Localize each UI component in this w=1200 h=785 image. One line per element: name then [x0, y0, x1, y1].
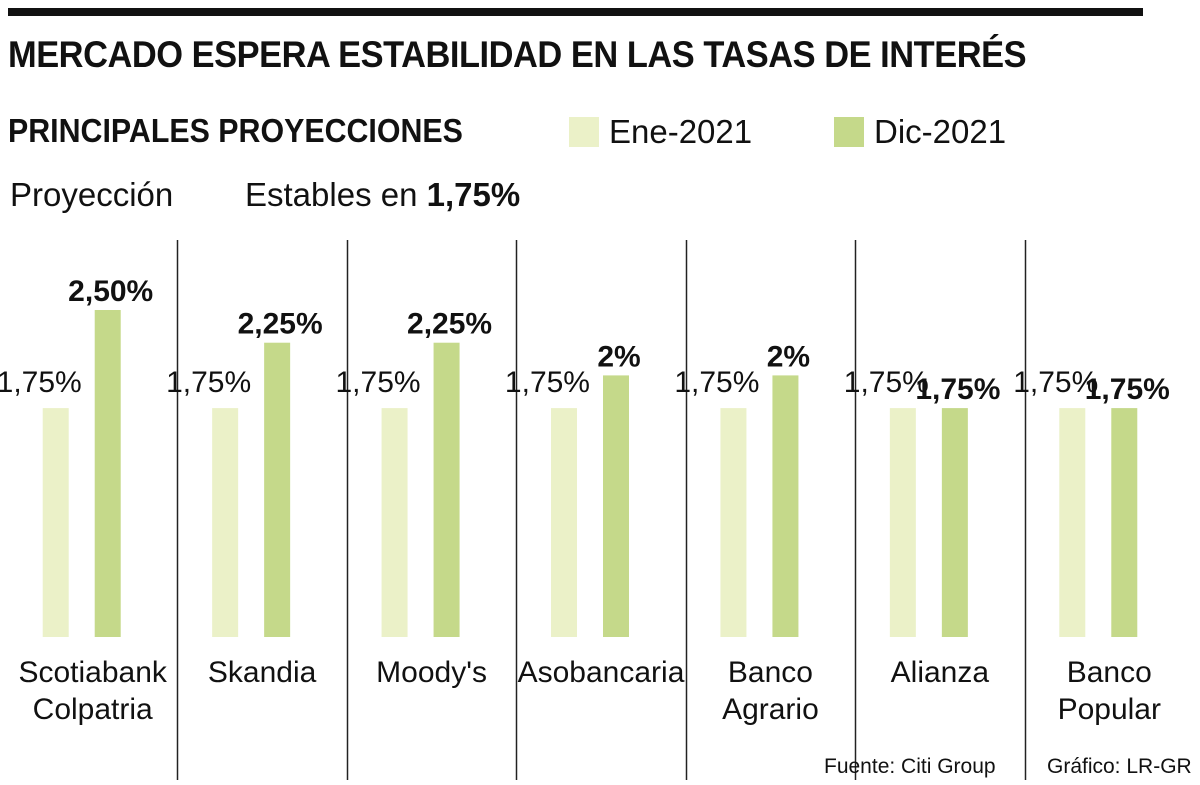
- data-label-ene: 1,75%: [674, 366, 759, 399]
- footer-credit: Gráfico: LR-GR: [1047, 755, 1192, 778]
- data-label-dic: 1,75%: [915, 373, 1000, 406]
- bar-ene: [1059, 408, 1086, 637]
- category-label: Scotiabank: [18, 656, 167, 689]
- data-label-ene: 1,75%: [844, 366, 929, 399]
- bar-dic: [1111, 408, 1138, 637]
- bar-dic: [603, 375, 629, 637]
- legend-swatch-ene-2021: [569, 117, 599, 147]
- data-label-ene: 1,75%: [505, 366, 590, 399]
- bar-ene: [720, 408, 747, 637]
- data-label-dic: 2%: [767, 340, 810, 373]
- category-label: Skandia: [208, 656, 317, 689]
- data-label-dic: 2,25%: [238, 308, 323, 341]
- data-label-ene: 1,75%: [335, 366, 420, 399]
- legend-item-ene-2021: Ene-2021: [569, 113, 752, 151]
- legend-item-dic-2021: Dic-2021: [834, 113, 1006, 151]
- legend-label-ene-2021: Ene-2021: [609, 113, 753, 150]
- bar-ene: [551, 408, 577, 637]
- legend-swatch-dic-2021: [834, 117, 864, 147]
- bar-ene: [42, 408, 69, 637]
- top-rule: [8, 8, 1143, 16]
- bar-dic: [94, 310, 121, 637]
- data-label-dic: 2,50%: [68, 275, 153, 308]
- footer-source: Fuente: Citi Group: [824, 755, 996, 778]
- bar-dic: [772, 375, 799, 637]
- category-label: Moody's: [376, 656, 487, 689]
- category-label: Popular: [1058, 693, 1161, 726]
- projection-value: 1,75%: [426, 176, 521, 213]
- bar-dic: [941, 408, 968, 637]
- projection-description: Estables en: [245, 176, 418, 213]
- category-label: Agrario: [722, 693, 819, 726]
- bar-ene: [889, 408, 916, 637]
- projection-text: Estables en 1,75%: [245, 176, 520, 214]
- data-label-dic: 2%: [597, 340, 640, 373]
- bar-ene: [212, 408, 239, 637]
- bar-ene: [381, 408, 408, 637]
- category-label: Alianza: [891, 656, 990, 689]
- legend-label-dic-2021: Dic-2021: [874, 113, 1007, 150]
- data-label-ene: 1,75%: [1013, 366, 1098, 399]
- data-label-dic: 2,25%: [407, 308, 492, 341]
- data-label-ene: 1,75%: [0, 366, 82, 399]
- projection-label: Proyección: [10, 176, 174, 213]
- category-label: Banco: [728, 656, 813, 689]
- chart-title: MERCADO ESPERA ESTABILIDAD EN LAS TASAS …: [8, 34, 1027, 75]
- data-label-ene: 1,75%: [166, 366, 251, 399]
- chart-subtitle: PRINCIPALES PROYECCIONES: [8, 112, 463, 149]
- bar-dic: [433, 342, 460, 637]
- data-label-dic: 1,75%: [1085, 373, 1170, 406]
- category-label: Colpatria: [33, 693, 153, 726]
- category-label: Banco: [1067, 656, 1152, 689]
- bar-dic: [264, 342, 291, 637]
- category-label: Asobancaria: [518, 656, 685, 689]
